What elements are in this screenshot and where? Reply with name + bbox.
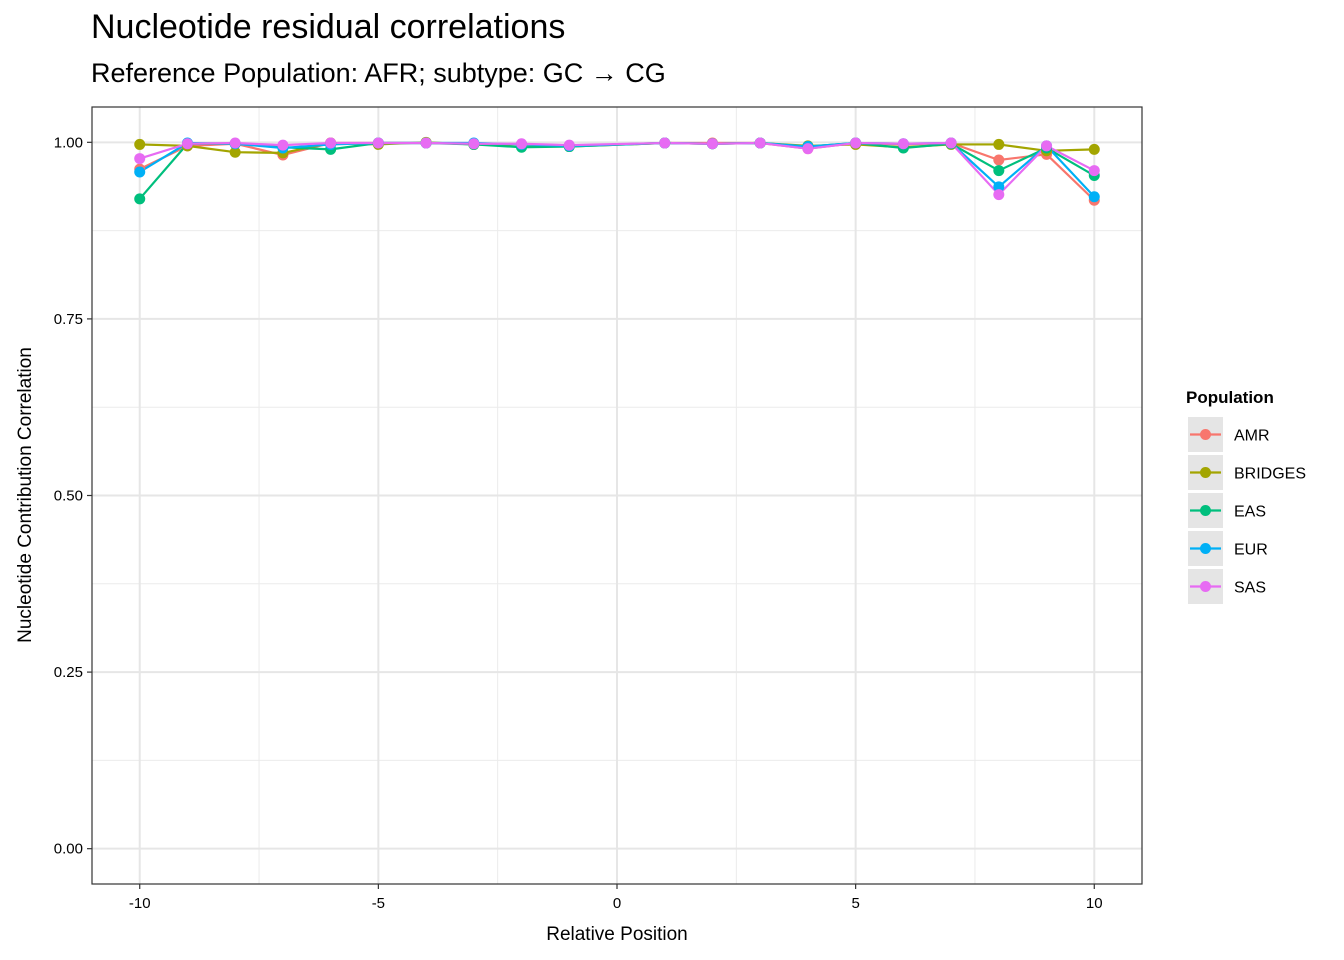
data-point xyxy=(468,138,480,150)
x-tick-label: 5 xyxy=(851,895,859,912)
legend-key-point xyxy=(1200,581,1211,592)
legend-items: AMR BRIDGES EAS EUR SAS xyxy=(1188,417,1306,604)
legend-item-bridges: BRIDGES xyxy=(1188,455,1306,490)
axis-layer: -10 -5 0 5 10 0.00 0.25 0.50 0.75 1.00 xyxy=(54,134,1103,912)
data-point xyxy=(325,137,337,149)
legend-title: Population xyxy=(1186,388,1274,407)
legend-label: EAS xyxy=(1234,504,1266,521)
legend-key-point xyxy=(1200,505,1211,516)
data-point xyxy=(897,138,909,150)
data-point xyxy=(134,138,146,150)
data-point xyxy=(659,137,671,149)
data-point xyxy=(134,193,146,205)
data-point xyxy=(181,138,193,150)
data-point xyxy=(372,137,384,149)
data-point xyxy=(1088,143,1100,155)
legend-label: BRIDGES xyxy=(1234,466,1306,483)
data-point xyxy=(754,137,766,149)
data-point xyxy=(993,138,1005,150)
data-point xyxy=(850,137,862,149)
y-tick-label: 0.25 xyxy=(54,664,83,681)
data-point xyxy=(1041,140,1053,152)
data-point xyxy=(945,137,957,149)
data-point xyxy=(277,139,289,151)
legend-label: EUR xyxy=(1234,542,1268,559)
series-points-sas xyxy=(134,137,1100,201)
y-tick-label: 0.00 xyxy=(54,841,83,858)
data-point xyxy=(993,189,1005,201)
data-point xyxy=(563,139,575,151)
x-axis-title: Relative Position xyxy=(546,924,688,945)
data-point xyxy=(1088,191,1100,203)
data-point xyxy=(706,138,718,150)
chart-title: Nucleotide residual correlations xyxy=(91,8,566,46)
legend: Population AMR BRIDGES EAS EUR SAS xyxy=(1186,388,1306,604)
data-point xyxy=(420,137,432,149)
legend-key-point xyxy=(1200,467,1211,478)
legend-item-eas: EAS xyxy=(1188,493,1266,528)
data-point xyxy=(229,137,241,149)
y-tick-label: 1.00 xyxy=(54,134,83,151)
y-tick-label: 0.50 xyxy=(54,488,83,505)
legend-label: AMR xyxy=(1234,428,1270,445)
data-point xyxy=(993,165,1005,177)
data-point xyxy=(229,146,241,158)
data-point xyxy=(993,181,1005,193)
legend-item-sas: SAS xyxy=(1188,569,1266,604)
series-line xyxy=(139,141,1095,197)
data-point xyxy=(1088,165,1100,177)
x-tick-label: -10 xyxy=(129,895,151,912)
legend-item-amr: AMR xyxy=(1188,417,1270,452)
legend-key-point xyxy=(1200,429,1211,440)
legend-item-eur: EUR xyxy=(1188,531,1268,566)
data-point xyxy=(134,166,146,178)
x-tick-label: -5 xyxy=(372,895,385,912)
y-tick-label: 0.75 xyxy=(54,311,83,328)
legend-label: SAS xyxy=(1234,580,1266,597)
grid-layer xyxy=(92,107,1142,884)
data-point xyxy=(134,153,146,165)
data-point xyxy=(993,154,1005,166)
data-point xyxy=(516,138,528,150)
y-axis-title: Nucleotide Contribution Correlation xyxy=(15,347,36,643)
series-sas xyxy=(139,141,1095,197)
x-tick-label: 10 xyxy=(1086,895,1103,912)
data-point xyxy=(802,143,814,155)
x-tick-label: 0 xyxy=(613,895,621,912)
legend-key-point xyxy=(1200,543,1211,554)
series-layer xyxy=(134,136,1100,206)
chart-subtitle: Reference Population: AFR; subtype: GC →… xyxy=(91,58,666,88)
